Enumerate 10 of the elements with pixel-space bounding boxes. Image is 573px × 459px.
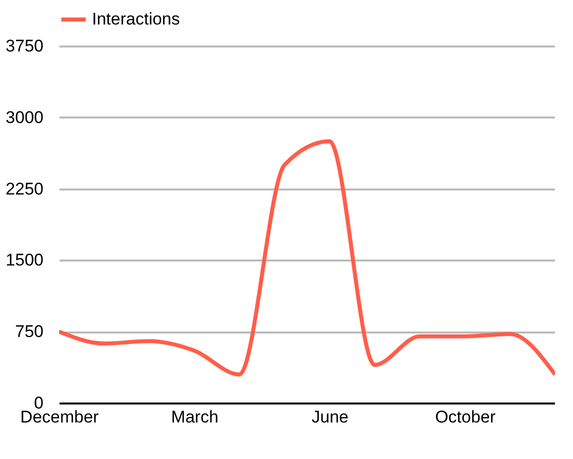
y-tick-label: 2250 — [6, 179, 44, 198]
line-series — [59, 139, 555, 376]
y-tick-label: 1500 — [6, 250, 44, 270]
legend-label: Interactions — [92, 10, 180, 28]
x-tick-label: June — [312, 408, 348, 426]
x-tick-label: March — [171, 408, 218, 426]
y-tick-label: 3750 — [6, 36, 44, 56]
x-tick-label: October — [435, 408, 496, 426]
y-tick-label: 750 — [15, 322, 44, 342]
y-tick-label: 3000 — [6, 108, 44, 127]
